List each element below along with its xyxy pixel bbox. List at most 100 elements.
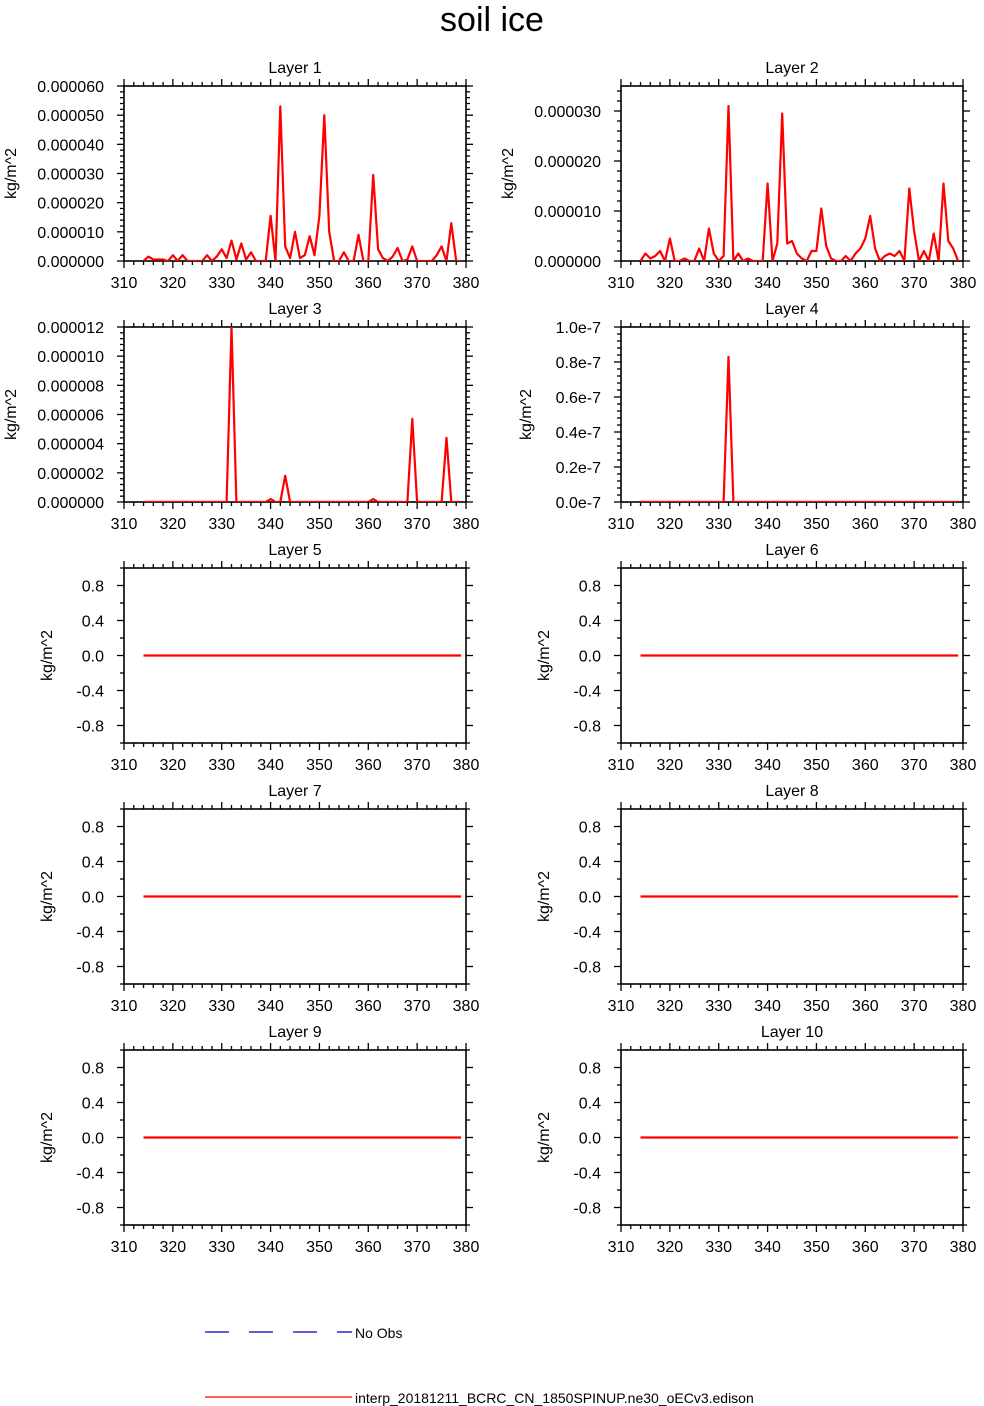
y-tick-label: 0.0 xyxy=(82,1131,104,1148)
x-tick-label: 360 xyxy=(355,998,382,1015)
y-axis-label: kg/m^2 xyxy=(39,630,56,681)
y-tick-label: 0.0 xyxy=(579,890,601,907)
x-tick-label: 350 xyxy=(803,757,830,774)
y-tick-label: -0.4 xyxy=(573,925,601,942)
x-tick-label: 370 xyxy=(404,275,431,292)
y-tick-label: 0.000010 xyxy=(534,204,601,221)
x-tick-label: 340 xyxy=(257,998,284,1015)
y-tick-label: 0.000012 xyxy=(37,320,104,337)
y-tick-label: 0.000020 xyxy=(37,196,104,213)
y-tick-label: 0.4 xyxy=(82,614,104,631)
x-tick-label: 340 xyxy=(754,998,781,1015)
y-tick-label: 0.000030 xyxy=(534,104,601,121)
y-tick-label: 0.4 xyxy=(82,855,104,872)
x-tick-label: 340 xyxy=(257,516,284,533)
y-tick-label: 0.4 xyxy=(82,1096,104,1113)
x-tick-label: 310 xyxy=(608,757,635,774)
y-axis-label: kg/m^2 xyxy=(39,871,56,922)
panel-layer-2: 310 320 330 340 350 360 370 380 0.000000 0.000010… xyxy=(500,60,976,292)
figure-title: soil ice xyxy=(440,1,544,39)
x-tick-label: 350 xyxy=(803,275,830,292)
x-tick-label: 310 xyxy=(608,516,635,533)
x-tick-label: 340 xyxy=(754,516,781,533)
x-tick-label: 330 xyxy=(705,516,732,533)
panel-layer-6: 310 320 330 340 350 360 370 380 -0.8 -0.4 0.0 0.4 0.… xyxy=(536,542,976,774)
y-tick-label: 0.0e-7 xyxy=(556,495,601,512)
x-tick-label: 310 xyxy=(111,757,138,774)
x-tick-label: 330 xyxy=(705,757,732,774)
panel-title: Layer 3 xyxy=(268,301,321,318)
x-tick-label: 360 xyxy=(355,275,382,292)
x-tick-label: 330 xyxy=(208,998,235,1015)
x-tick-label: 380 xyxy=(453,1239,480,1256)
y-tick-label: 0.0 xyxy=(82,649,104,666)
x-tick-label: 380 xyxy=(453,516,480,533)
y-tick-label: 0.8 xyxy=(82,820,104,837)
y-tick-label: 0.4 xyxy=(579,855,601,872)
y-tick-label: 0.000010 xyxy=(37,349,104,366)
plot-frame xyxy=(620,326,964,503)
y-axis-label: kg/m^2 xyxy=(3,148,20,199)
x-tick-label: 380 xyxy=(950,757,977,774)
x-tick-label: 370 xyxy=(901,1239,928,1256)
legend-label: interp_20181211_BCRC_CN_1850SPINUP.ne30_… xyxy=(355,1390,754,1406)
x-tick-label: 360 xyxy=(355,757,382,774)
x-tick-label: 310 xyxy=(111,275,138,292)
panel-layer-10: 310 320 330 340 350 360 370 380 -0.8 -0.4 0.0 0.4 0.… xyxy=(536,1024,976,1256)
y-tick-label: 0.8 xyxy=(579,1061,601,1078)
x-tick-label: 320 xyxy=(657,1239,684,1256)
x-tick-label: 370 xyxy=(404,998,431,1015)
x-tick-label: 380 xyxy=(453,275,480,292)
y-axis-label: kg/m^2 xyxy=(3,389,20,440)
y-tick-label: 0.4 xyxy=(579,614,601,631)
panel-layer-7: 310 320 330 340 350 360 370 380 -0.8 -0.4 0.0 0.4 0.… xyxy=(39,783,479,1015)
x-tick-label: 320 xyxy=(160,998,187,1015)
panel-title: Layer 8 xyxy=(765,783,818,800)
x-tick-label: 330 xyxy=(705,1239,732,1256)
x-tick-label: 360 xyxy=(852,998,879,1015)
panel-title: Layer 5 xyxy=(268,542,321,559)
legend-label: No Obs xyxy=(355,1325,402,1341)
x-tick-label: 320 xyxy=(160,275,187,292)
y-axis-label: kg/m^2 xyxy=(536,871,553,922)
x-tick-label: 340 xyxy=(257,757,284,774)
x-tick-label: 330 xyxy=(208,1239,235,1256)
x-tick-label: 350 xyxy=(306,275,333,292)
x-tick-label: 310 xyxy=(111,516,138,533)
y-tick-label: 0.4e-7 xyxy=(556,425,601,442)
y-tick-label: 0.000004 xyxy=(37,437,104,454)
x-tick-label: 370 xyxy=(901,275,928,292)
y-tick-label: 0.000020 xyxy=(534,154,601,171)
panel-layer-5: 310 320 330 340 350 360 370 380 -0.8 -0.4 0.0 0.4 0.… xyxy=(39,542,479,774)
y-tick-label: -0.8 xyxy=(573,960,601,977)
x-tick-label: 340 xyxy=(754,275,781,292)
x-tick-label: 310 xyxy=(608,998,635,1015)
y-tick-label: 0.000010 xyxy=(37,225,104,242)
model-series-line xyxy=(639,104,960,261)
x-tick-label: 360 xyxy=(852,757,879,774)
x-tick-label: 350 xyxy=(803,998,830,1015)
x-tick-label: 320 xyxy=(657,516,684,533)
y-axis-label: kg/m^2 xyxy=(536,630,553,681)
y-tick-label: 0.000030 xyxy=(37,167,104,184)
plot-frame xyxy=(620,85,964,262)
x-tick-label: 380 xyxy=(453,757,480,774)
x-tick-label: 360 xyxy=(852,516,879,533)
y-tick-label: -0.8 xyxy=(76,719,104,736)
panel-title: Layer 4 xyxy=(765,301,818,318)
x-tick-label: 320 xyxy=(657,275,684,292)
x-tick-label: 380 xyxy=(950,998,977,1015)
panel-layer-4: 310 320 330 340 350 360 370 380 0.0e-7 0.2e-7 0.4e… xyxy=(518,301,976,533)
x-tick-label: 360 xyxy=(355,516,382,533)
x-tick-label: 380 xyxy=(950,1239,977,1256)
x-tick-label: 340 xyxy=(754,757,781,774)
x-tick-label: 320 xyxy=(160,516,187,533)
y-tick-label: 0.000060 xyxy=(37,79,104,96)
panel-title: Layer 2 xyxy=(765,60,818,77)
x-tick-label: 350 xyxy=(306,1239,333,1256)
x-tick-label: 330 xyxy=(208,516,235,533)
x-tick-label: 380 xyxy=(950,275,977,292)
model-series-line xyxy=(640,355,959,502)
x-tick-label: 310 xyxy=(608,275,635,292)
